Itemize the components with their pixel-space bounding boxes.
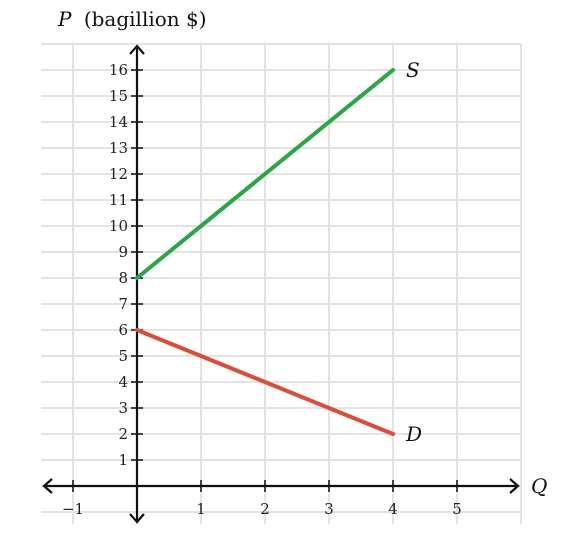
y-axis-title: P (bagillion $) [57,7,207,31]
x-axis-title: Q [531,474,547,498]
series-label-D: D [405,422,422,446]
y-axis-unit: (bagillion $) [84,7,207,31]
y-tick-label: 10 [109,217,128,235]
y-tick-label: 12 [109,165,128,183]
y-tick-label: 15 [109,87,128,105]
series-line-S [135,68,395,280]
y-tick-label: 11 [109,191,128,209]
series: SD [135,58,422,446]
x-axis-arrow-left [42,478,53,494]
series-line-D [135,328,395,436]
y-tick-label: 4 [118,373,128,391]
axes [42,44,520,524]
x-tick-label: 3 [324,500,334,518]
y-axis-arrow-up [129,44,145,55]
y-tick-label: 9 [118,243,128,261]
y-tick-label: 14 [109,113,128,131]
y-tick-label: 8 [118,269,128,287]
y-tick-label: 2 [118,425,128,443]
y-tick-label: 7 [118,295,128,313]
x-tick-label: −1 [62,500,84,518]
y-tick-label: 3 [118,399,128,417]
y-tick-label: 1 [118,451,128,469]
y-tick-label: 13 [109,139,128,157]
y-tick-label: 16 [109,61,128,79]
y-axis-variable: P [57,7,72,31]
y-tick-label: 5 [118,347,128,365]
y-tick-label: 6 [118,321,128,339]
x-tick-label: 1 [196,500,206,518]
y-axis-arrow-down [129,513,145,524]
x-tick-label: 5 [452,500,462,518]
series-label-S: S [406,58,420,82]
x-tick-label: 4 [388,500,398,518]
grid [41,43,522,524]
x-tick-label: 2 [260,500,270,518]
x-axis-arrow-right [509,478,520,494]
